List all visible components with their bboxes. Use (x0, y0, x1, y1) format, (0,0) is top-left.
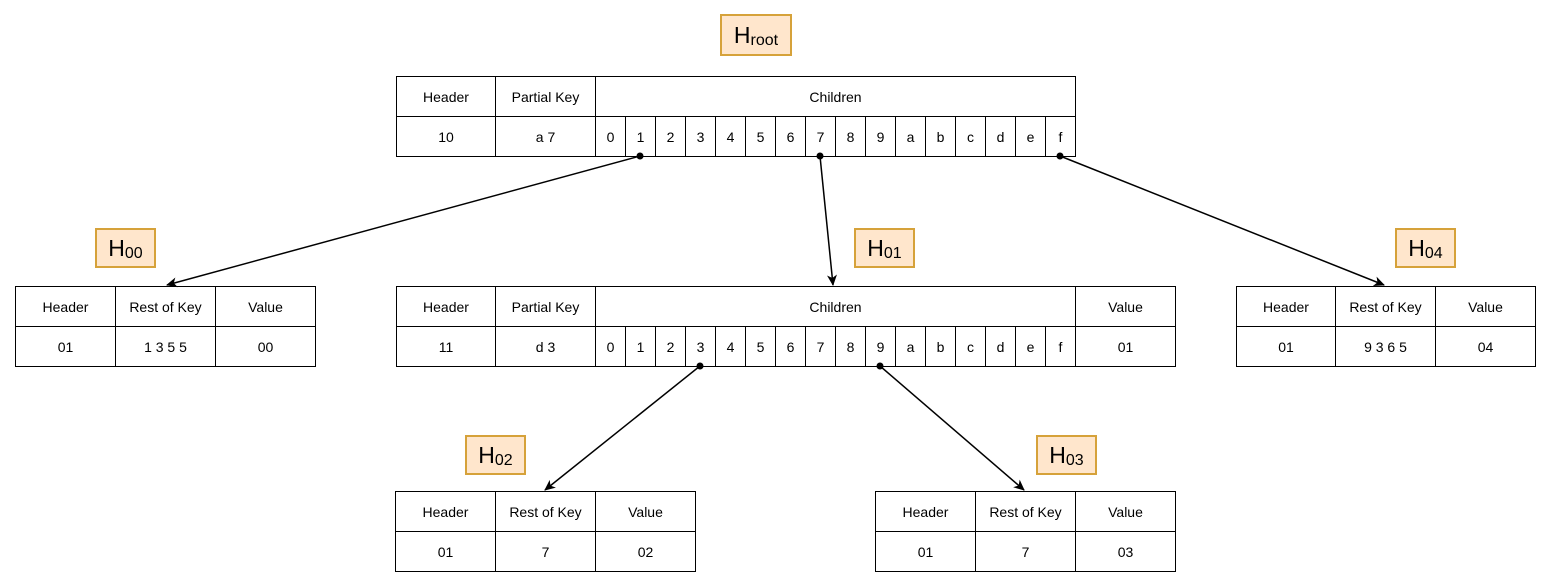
partial-key-value-cell: a 7 (495, 116, 596, 157)
partial-key-header-cell: Partial Key (495, 286, 596, 327)
child-slot: 3 (685, 116, 716, 157)
child-slot: 7 (805, 116, 836, 157)
label-sub: 02 (494, 452, 513, 469)
rest-of-key-header-cell: Rest of Key (1335, 286, 1436, 327)
child-slot: c (955, 116, 986, 157)
value-cell: 03 (1075, 531, 1176, 572)
label-main: H (733, 21, 751, 48)
child-slot: d (985, 326, 1016, 367)
node-label-h02: H 02 (465, 435, 526, 475)
label-main: H (867, 234, 884, 261)
child-slot: b (925, 116, 956, 157)
label-main: H (1408, 234, 1425, 261)
rest-of-key-value-cell: 1 3 5 5 (115, 326, 216, 367)
rest-of-key-value-cell: 9 3 6 5 (1335, 326, 1436, 367)
child-slot: 6 (775, 326, 806, 367)
header-value-cell: 01 (1236, 326, 1336, 367)
value-header-cell: Value (595, 491, 696, 532)
header-value-cell: 01 (875, 531, 976, 572)
child-slot: 6 (775, 116, 806, 157)
node-label-h00: H 00 (95, 228, 156, 268)
child-slot: 5 (745, 326, 776, 367)
children-header-cell: Children (595, 76, 1076, 117)
label-main: H (1049, 441, 1066, 468)
child-slot: 1 (625, 326, 656, 367)
node-label-h01: H 01 (854, 228, 915, 268)
value-cell: 00 (215, 326, 316, 367)
partial-key-value-cell: d 3 (495, 326, 596, 367)
label-sub: 03 (1065, 452, 1084, 469)
value-header-cell: Value (215, 286, 316, 327)
edge-h01-9-to-h03 (876, 362, 1025, 491)
rest-of-key-header-cell: Rest of Key (115, 286, 216, 327)
header-value-cell: 10 (396, 116, 496, 157)
header-cell: Header (875, 491, 976, 532)
node-label-h03: H 03 (1036, 435, 1097, 475)
child-slot: 9 (865, 326, 896, 367)
label-sub: root (750, 32, 779, 49)
child-slot: c (955, 326, 986, 367)
children-header-cell: Children (595, 286, 1076, 327)
label-main: H (108, 234, 125, 261)
child-slot: 3 (685, 326, 716, 367)
header-cell: Header (396, 286, 496, 327)
header-cell: Header (1236, 286, 1336, 327)
child-slot: 8 (835, 116, 866, 157)
header-value-cell: 11 (396, 326, 496, 367)
child-slot: 0 (595, 326, 626, 367)
node-label-h04: H 04 (1395, 228, 1456, 268)
value-header-cell: Value (1075, 286, 1176, 327)
header-value-cell: 01 (395, 531, 496, 572)
child-slot: 2 (655, 326, 686, 367)
value-cell: 02 (595, 531, 696, 572)
value-cell: 04 (1435, 326, 1536, 367)
child-slot: 4 (715, 326, 746, 367)
rest-of-key-value-cell: 7 (975, 531, 1076, 572)
child-slot: b (925, 326, 956, 367)
child-slot: d (985, 116, 1016, 157)
rest-of-key-value-cell: 7 (495, 531, 596, 572)
header-value-cell: 01 (15, 326, 116, 367)
value-cell: 01 (1075, 326, 1176, 367)
child-slot: f (1045, 116, 1076, 157)
label-main: H (478, 441, 495, 468)
child-slot: 9 (865, 116, 896, 157)
child-slot: f (1045, 326, 1076, 367)
child-slot: 5 (745, 116, 776, 157)
value-header-cell: Value (1435, 286, 1536, 327)
rest-of-key-header-cell: Rest of Key (495, 491, 596, 532)
edge-root-f-to-h04 (1056, 152, 1385, 286)
edge-root-7-to-h01 (816, 152, 837, 286)
edge-root-1-to-h00 (166, 152, 644, 288)
edge-h01-3-to-h02 (544, 362, 704, 491)
label-sub: 04 (1424, 245, 1443, 262)
label-sub: 00 (124, 245, 143, 262)
child-slot: a (895, 116, 926, 157)
label-sub: 01 (883, 245, 902, 262)
value-header-cell: Value (1075, 491, 1176, 532)
